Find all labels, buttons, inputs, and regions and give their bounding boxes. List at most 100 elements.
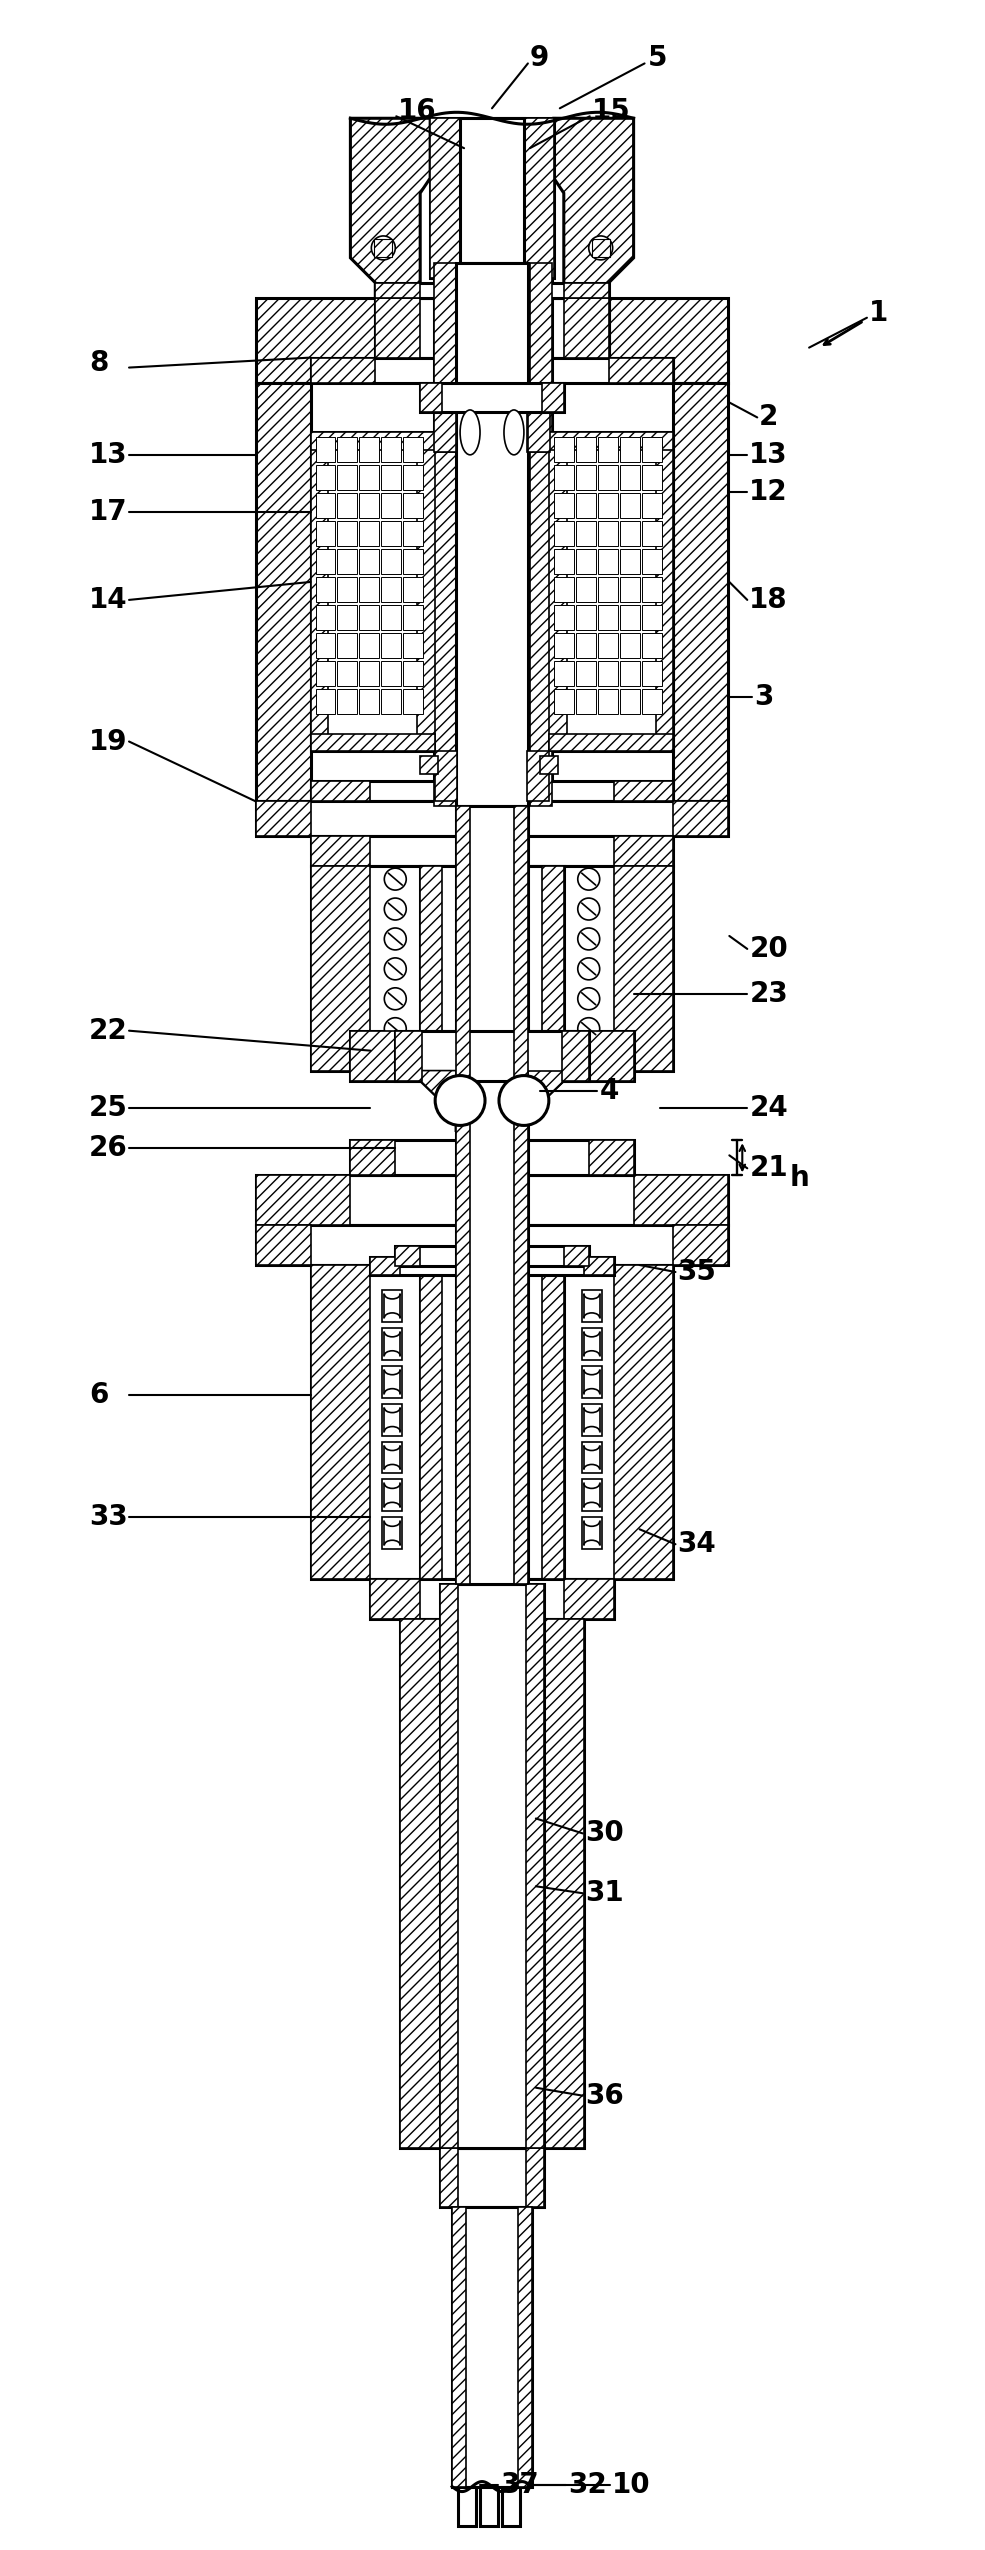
Bar (576, 464, 596, 490)
Text: 18: 18 (750, 586, 788, 615)
Bar (554, 520, 574, 546)
Circle shape (435, 1076, 485, 1125)
Text: 3: 3 (755, 683, 773, 711)
Bar (524, 117, 554, 278)
Circle shape (384, 959, 406, 979)
Bar (582, 1290, 602, 1321)
Text: 22: 22 (89, 1017, 128, 1046)
Bar (338, 660, 358, 686)
Bar (310, 867, 674, 1071)
Bar (395, 1247, 421, 1265)
Bar (598, 660, 618, 686)
Bar (576, 576, 596, 602)
Circle shape (384, 867, 406, 890)
Bar (620, 492, 639, 518)
Bar (375, 298, 609, 357)
Text: 16: 16 (398, 97, 437, 125)
Bar (598, 688, 618, 714)
Bar (381, 492, 401, 518)
Text: 25: 25 (89, 1094, 128, 1122)
Polygon shape (554, 117, 633, 298)
Text: 19: 19 (89, 727, 128, 755)
Bar (381, 520, 401, 546)
Bar (360, 439, 379, 462)
Circle shape (578, 987, 600, 1010)
Bar (375, 298, 421, 357)
Bar (614, 836, 674, 867)
Text: 6: 6 (89, 1380, 108, 1408)
Bar (530, 263, 552, 806)
Text: 17: 17 (89, 497, 128, 525)
Bar (542, 382, 563, 413)
Text: 35: 35 (678, 1257, 716, 1285)
Bar (542, 867, 563, 1071)
Bar (315, 660, 336, 686)
Bar (310, 867, 370, 1071)
Bar (382, 1402, 402, 1436)
Polygon shape (434, 382, 456, 451)
Bar (549, 434, 674, 451)
Circle shape (384, 1017, 406, 1040)
Text: 5: 5 (647, 43, 667, 71)
Bar (460, 117, 524, 263)
Bar (554, 576, 574, 602)
Bar (614, 780, 674, 801)
Bar (641, 439, 662, 462)
Bar (351, 1140, 395, 1176)
Bar (310, 780, 674, 801)
Bar (540, 757, 558, 775)
Text: 23: 23 (750, 979, 788, 1007)
Bar (421, 867, 563, 1071)
Bar (382, 1517, 402, 1550)
Circle shape (384, 898, 406, 921)
Polygon shape (421, 1071, 456, 1114)
Bar (514, 806, 528, 1584)
Bar (434, 263, 456, 806)
Bar (527, 752, 549, 801)
Bar (554, 464, 574, 490)
Bar (315, 548, 336, 574)
Bar (310, 1265, 370, 1578)
Ellipse shape (460, 411, 480, 454)
Bar (576, 660, 596, 686)
Bar (315, 688, 336, 714)
Bar (403, 660, 424, 686)
Bar (440, 2147, 544, 2208)
Bar (620, 464, 639, 490)
Bar (256, 801, 728, 836)
Bar (576, 492, 596, 518)
Bar (502, 2486, 520, 2527)
Bar (589, 1030, 633, 1081)
Bar (338, 492, 358, 518)
Bar (400, 1619, 584, 2147)
Bar (256, 1224, 310, 1265)
Bar (598, 492, 618, 518)
Bar (620, 604, 639, 630)
Bar (256, 1176, 351, 1224)
Text: 14: 14 (89, 586, 128, 615)
Bar (338, 576, 358, 602)
Bar (375, 283, 609, 298)
Bar (382, 1367, 402, 1397)
Bar (381, 632, 401, 658)
Bar (641, 604, 662, 630)
Bar (421, 1265, 442, 1578)
Text: h: h (789, 1165, 809, 1193)
Bar (395, 1247, 589, 1265)
Bar (554, 660, 574, 686)
Bar (382, 1329, 402, 1359)
Bar (256, 801, 310, 836)
Bar (561, 1030, 589, 1081)
Bar (310, 357, 674, 382)
Bar (589, 1140, 633, 1176)
Bar (421, 867, 442, 1071)
Bar (421, 1265, 563, 1578)
Bar (641, 520, 662, 546)
Bar (554, 632, 574, 658)
Bar (434, 263, 552, 806)
Bar (609, 357, 674, 382)
Bar (440, 2147, 458, 2208)
Bar (641, 660, 662, 686)
Bar (351, 1140, 633, 1176)
Bar (641, 492, 662, 518)
